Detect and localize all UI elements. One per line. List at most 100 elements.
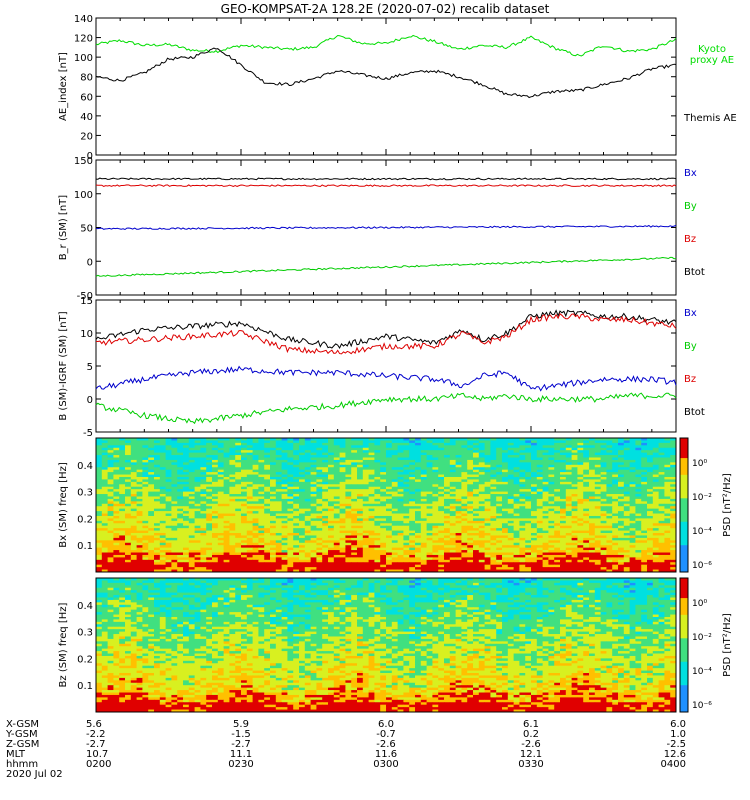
- ytick-label: 20: [80, 131, 93, 142]
- xaxis-cell: -2.2: [86, 729, 106, 740]
- xaxis-cell: -2.7: [231, 739, 251, 750]
- xaxis-cell: -2.5: [666, 739, 686, 750]
- series-line-ae-themis-ae: [95, 47, 677, 99]
- xaxis-cell: -2.6: [376, 739, 396, 750]
- xaxis-cell: 6.0: [378, 719, 394, 730]
- panel-frame-top: [95, 577, 677, 713]
- ytick-label: 0.2: [77, 654, 93, 665]
- spectrogram-bx_spec: [96, 438, 677, 573]
- xaxis-cell: -0.7: [376, 729, 396, 740]
- xaxis-cell: 0200: [86, 759, 111, 770]
- ylabel-bz_spec: Bz (SM) freq [Hz]: [58, 602, 69, 687]
- series-line-bsm-bx: [95, 224, 677, 231]
- series-line-bsm-btot: [95, 177, 677, 181]
- panel-frame-bgrf: [95, 299, 677, 433]
- colorbar-tick-label: 10⁻⁴: [692, 527, 712, 537]
- legend-bgrf-bz: Bz: [684, 374, 696, 385]
- xaxis-row-label: X-GSM: [6, 719, 39, 730]
- xaxis-cell: 0300: [373, 759, 398, 770]
- xaxis-row-label: hhmm: [6, 759, 38, 770]
- ytick-label: 80: [80, 73, 93, 84]
- legend-kyoto: Kyoto: [698, 44, 726, 55]
- ytick-label: 0.4: [77, 461, 93, 472]
- colorbar-tick-label: 10⁻⁶: [692, 701, 712, 711]
- colorbar-tick-label: 10⁰: [692, 459, 707, 469]
- legend-bsm-by: By: [684, 201, 697, 212]
- xaxis-cell: 11.1: [230, 749, 252, 760]
- xaxis-cell: 11.6: [375, 749, 397, 760]
- xaxis-cell: 0.2: [523, 729, 539, 740]
- legend-bsm-bz: Bz: [684, 234, 696, 245]
- legend-bgrf-by: By: [684, 341, 697, 352]
- legend-proxy-ae: proxy AE: [690, 55, 734, 66]
- series-line-ae-kyoto-proxy-ae: [95, 34, 677, 57]
- ylabel-bx_spec: Bx (SM) freq [Hz]: [58, 462, 69, 548]
- xaxis-cell: 5.9: [233, 719, 249, 730]
- colorbar-tick-label: 10⁻²: [692, 493, 712, 503]
- colorbar-bx_spec: [680, 438, 688, 573]
- colorbar-label: PSD [nT²/Hz]: [722, 613, 733, 677]
- legend-bgrf-bx: Bx: [684, 308, 697, 319]
- figure-title: GEO-KOMPSAT-2A 128.2E (2020-07-02) recal…: [221, 2, 550, 16]
- panel-frame-ae: [95, 17, 677, 156]
- ytick-label: 15: [80, 296, 93, 307]
- xaxis-row-label: Y-GSM: [5, 729, 38, 740]
- xaxis-cell: 0330: [518, 759, 543, 770]
- xaxis-cell: -2.7: [86, 739, 106, 750]
- legend-themis-ae: Themis AE: [683, 113, 737, 124]
- ytick-label: 100: [74, 190, 93, 201]
- ytick-label: 50: [80, 224, 93, 235]
- series-line-bsm-by: [95, 256, 677, 277]
- colorbar-tick-label: 10⁻⁶: [692, 561, 712, 571]
- ytick-label: -5: [83, 428, 93, 439]
- xaxis-cell: 12.6: [664, 749, 686, 760]
- ytick-label: 10: [80, 329, 93, 340]
- ytick-label: 100: [74, 53, 93, 64]
- ytick-label: 0: [87, 395, 93, 406]
- ylabel-bsm: B_r (SM) [nT]: [58, 195, 69, 260]
- xaxis-row-label: MLT: [6, 749, 26, 760]
- ytick-label: 0.3: [77, 488, 93, 499]
- ytick-label: -50: [77, 291, 93, 302]
- xaxis-cell: 6.0: [670, 719, 686, 730]
- spectrogram-bz_spec: [96, 578, 677, 713]
- xaxis-cell: 6.1: [523, 719, 539, 730]
- xaxis-cell: 12.1: [520, 749, 542, 760]
- panel-frame-top: [95, 437, 677, 573]
- ytick-label: 120: [74, 34, 93, 45]
- ytick-label: 60: [80, 92, 93, 103]
- ytick-label: 0: [87, 257, 93, 268]
- ytick-label: 40: [80, 112, 93, 123]
- colorbar-tick-label: 10⁰: [692, 599, 707, 609]
- ylabel-bgrf: B (SM)-IGRF (SM) [nT]: [58, 311, 69, 420]
- xaxis-cell: 0400: [661, 759, 686, 770]
- legend-bsm-bx: Bx: [684, 168, 697, 179]
- ytick-label: 140: [74, 14, 93, 25]
- xaxis-cell: 5.6: [86, 719, 102, 730]
- legend-bsm-btot: Btot: [684, 267, 705, 278]
- xaxis-date: 2020 Jul 02: [6, 769, 63, 780]
- colorbar-frame: [679, 437, 689, 573]
- ytick-label: 0.2: [77, 514, 93, 525]
- series-line-bgrf-btot: [95, 309, 677, 350]
- ytick-label: 0.1: [77, 541, 93, 552]
- xaxis-cell: -2.6: [521, 739, 541, 750]
- series-line-bsm-bz: [95, 184, 677, 188]
- colorbar-frame: [679, 577, 689, 713]
- xaxis-row-label: Z-GSM: [6, 739, 39, 750]
- xaxis-cell: 0230: [228, 759, 253, 770]
- ylabel-ae: AE_index [nT]: [58, 52, 69, 121]
- xaxis-cell: 10.7: [86, 749, 108, 760]
- xaxis-cell: 1.0: [670, 729, 686, 740]
- colorbar-label: PSD [nT²/Hz]: [722, 473, 733, 537]
- colorbar-tick-label: 10⁻²: [692, 633, 712, 643]
- legend-bgrf-btot: Btot: [684, 407, 705, 418]
- colorbar-bz_spec: [680, 578, 688, 713]
- series-line-bgrf-bx: [95, 365, 677, 392]
- ytick-label: 0: [87, 151, 93, 162]
- ytick-label: 0.4: [77, 601, 93, 612]
- ytick-label: 0.1: [77, 681, 93, 692]
- xaxis-cell: -1.5: [231, 729, 251, 740]
- series-line-bgrf-by: [95, 392, 677, 425]
